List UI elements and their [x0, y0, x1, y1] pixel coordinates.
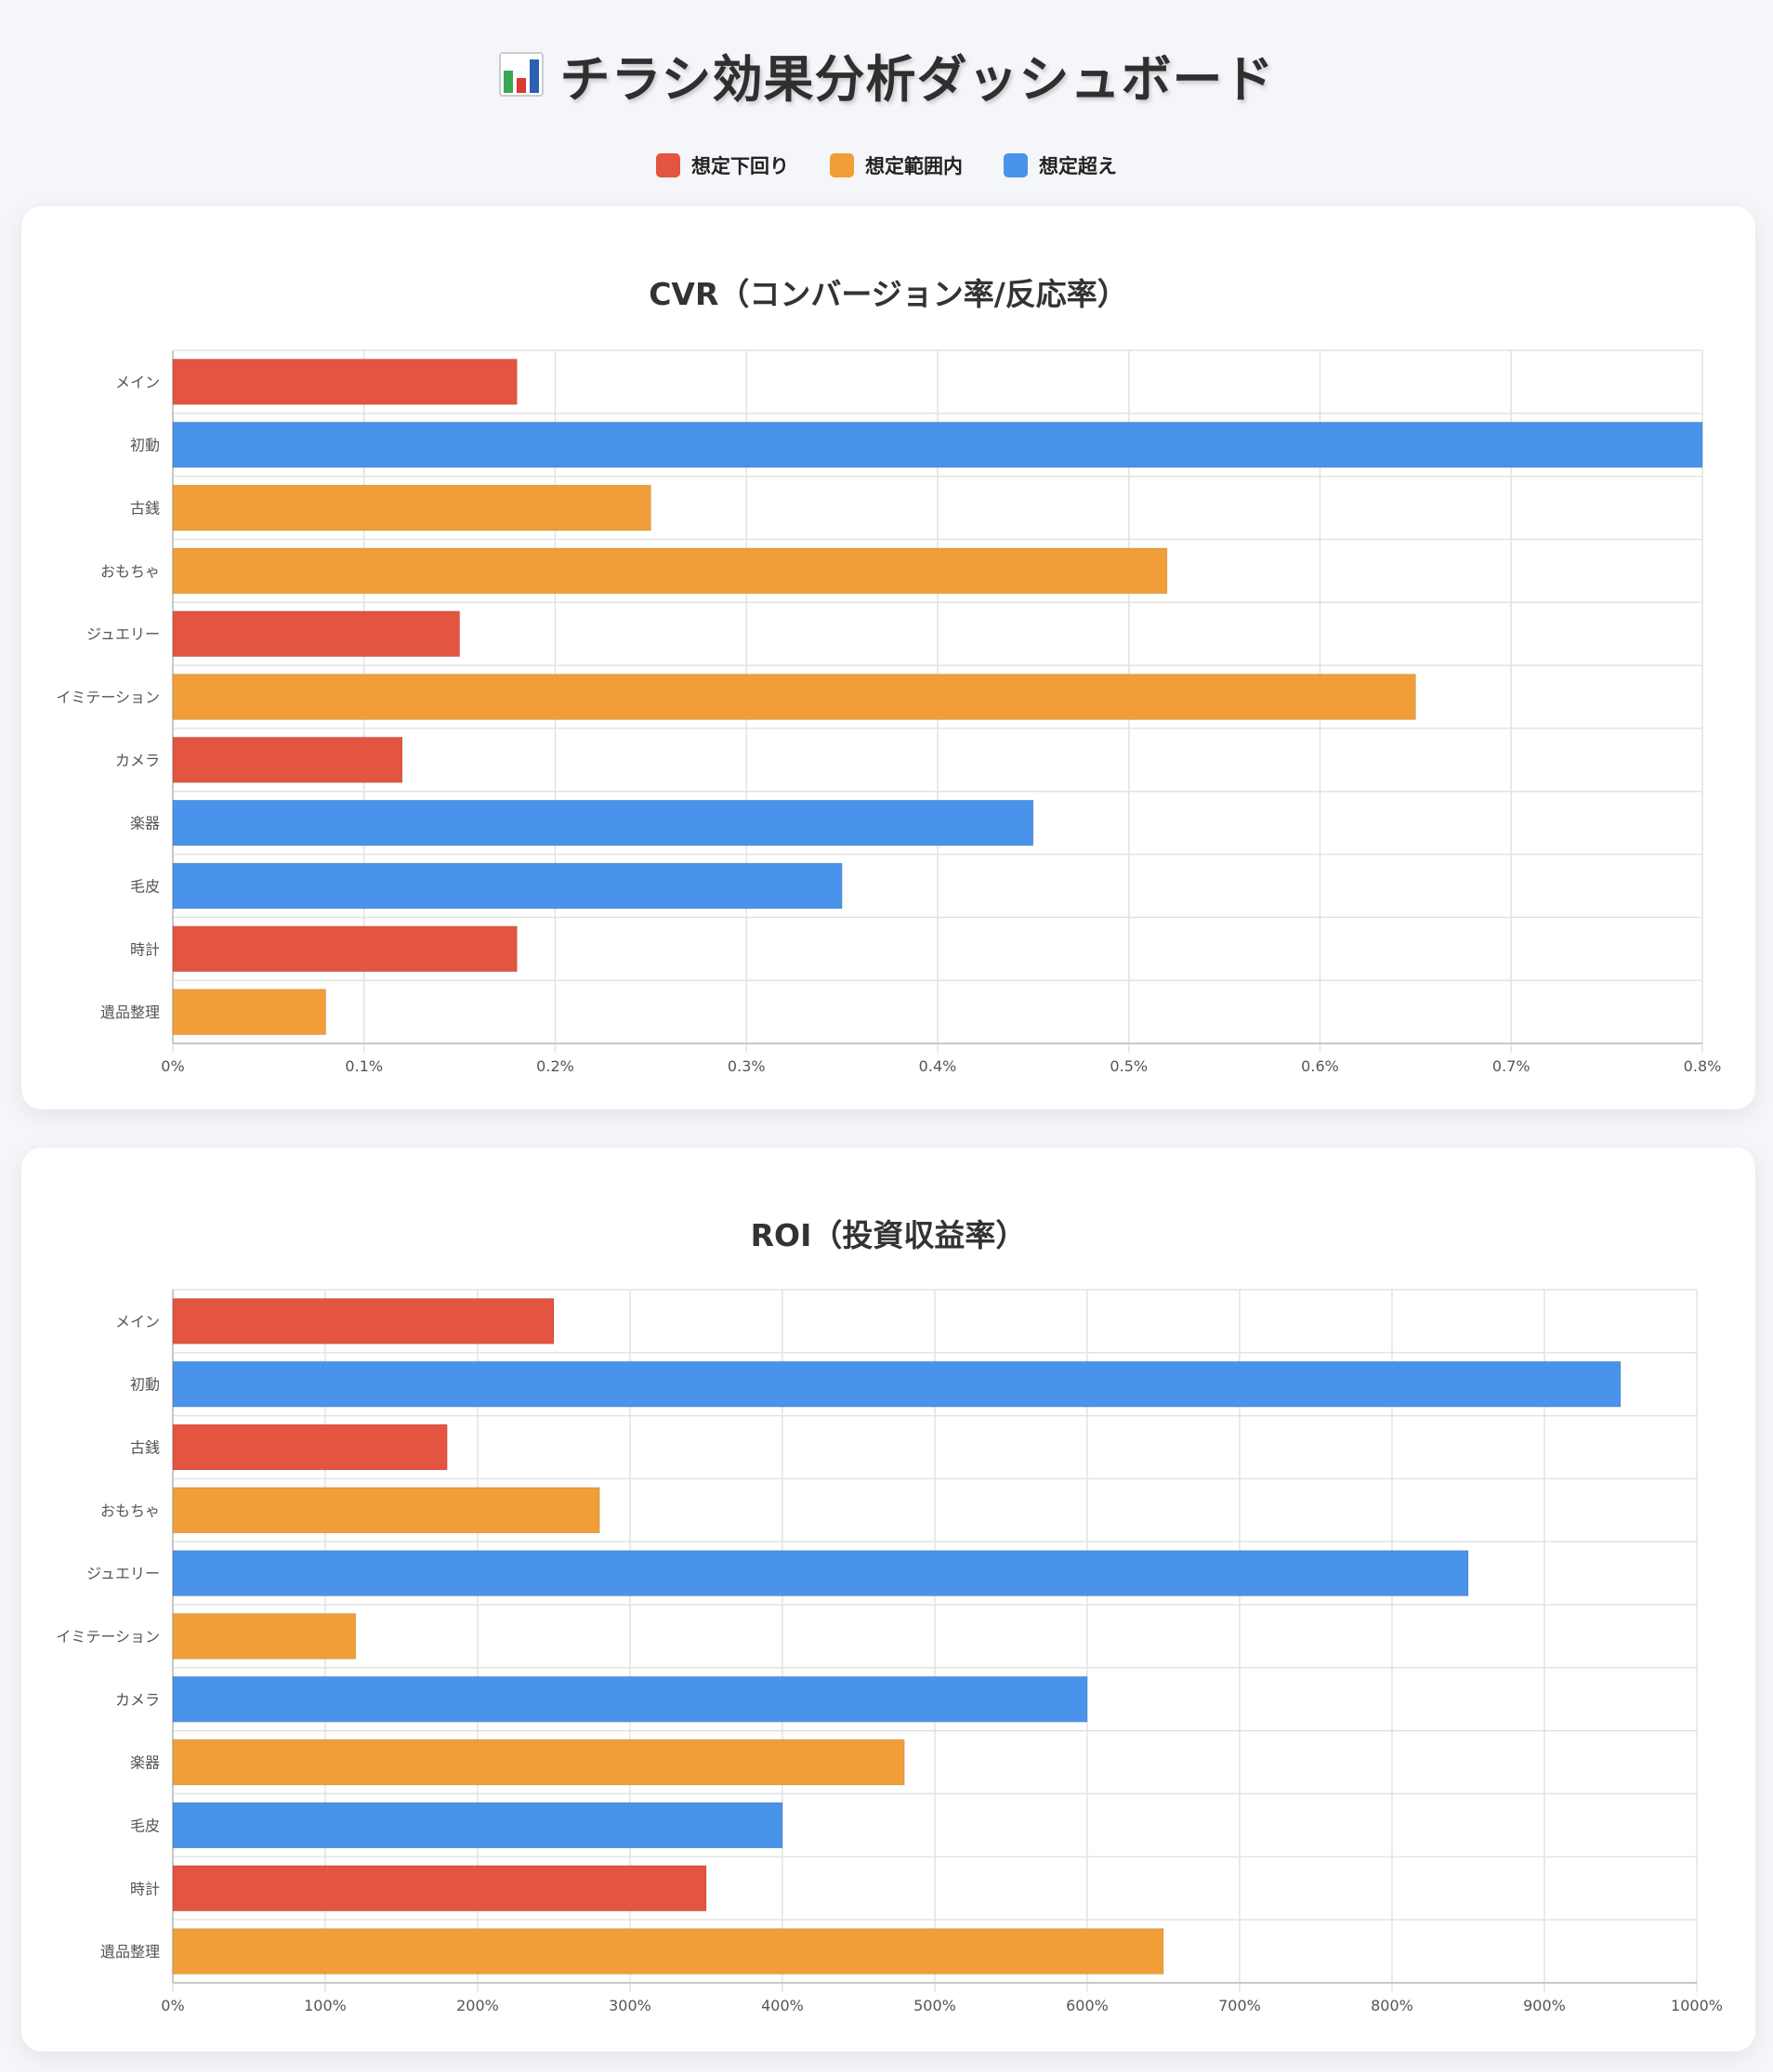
roi-bar[interactable]	[172, 1928, 1164, 1975]
legend-swatch-below	[656, 153, 680, 177]
roi-x-tick-label: 200%	[456, 1997, 499, 2014]
roi-bar[interactable]	[172, 1865, 707, 1912]
roi-x-tick-label: 600%	[1066, 1997, 1109, 2014]
cvr-bar[interactable]	[172, 421, 1703, 468]
cvr-x-tick-label: 0.4%	[919, 1057, 957, 1075]
roi-category-label: カメラ	[115, 1691, 160, 1709]
roi-bar[interactable]	[172, 1297, 555, 1344]
roi-x-tick-label: 400%	[761, 1997, 804, 2014]
cvr-bar[interactable]	[172, 989, 327, 1036]
roi-category-label: 古銭	[130, 1439, 160, 1457]
cvr-bar[interactable]	[172, 736, 403, 783]
cvr-bar[interactable]	[172, 799, 1034, 846]
roi-bar[interactable]	[172, 1423, 448, 1471]
legend-label-above: 想定超え	[1039, 155, 1117, 177]
roi-bar[interactable]	[172, 1613, 357, 1659]
cvr-category-label: 古銭	[130, 500, 160, 518]
roi-bar[interactable]	[172, 1802, 783, 1849]
cvr-bar[interactable]	[172, 925, 518, 973]
cvr-category-label: メイン	[115, 374, 160, 391]
cvr-bar[interactable]	[172, 610, 461, 658]
roi-x-tick-label: 0%	[161, 1997, 184, 2014]
cvr-x-tick-label: 0.3%	[728, 1057, 766, 1075]
roi-category-label: イミテーション	[56, 1628, 160, 1646]
cvr-category-label: 楽器	[130, 815, 160, 833]
cvr-category-label: 遺品整理	[100, 1003, 160, 1021]
cvr-x-tick-label: 0.2%	[536, 1057, 574, 1075]
roi-category-label: メイン	[115, 1313, 160, 1331]
cvr-category-label: カメラ	[115, 752, 160, 769]
cvr-x-tick-label: 0.5%	[1110, 1057, 1148, 1075]
legend-item-above[interactable]: 想定超え	[1004, 151, 1117, 179]
legend-item-within[interactable]: 想定範囲内	[830, 151, 963, 179]
roi-chart-card: ROI（投資収益率） 0% 100% 200% 300% 400% 500% 600% 700…	[21, 1147, 1755, 2052]
roi-category-label: 毛皮	[130, 1816, 160, 1834]
roi-x-tick-label: 300%	[609, 1997, 651, 2014]
roi-category-label: 時計	[130, 1880, 160, 1897]
cvr-bar[interactable]	[172, 862, 843, 910]
legend-swatch-above	[1004, 153, 1028, 177]
cvr-x-tick-label: 0.6%	[1301, 1057, 1339, 1075]
cvr-category-label: 毛皮	[130, 877, 160, 895]
cvr-chart-card: CVR（コンバージョン率/反応率） 0% 0.1% 0.2% 0.3% 0.4% 0.5%…	[21, 206, 1755, 1109]
roi-x-tick-label: 800%	[1371, 1997, 1413, 2014]
bar-chart-icon	[498, 52, 544, 97]
cvr-category-label: 時計	[130, 940, 160, 958]
cvr-x-tick-label: 0.8%	[1684, 1057, 1722, 1075]
cvr-bar[interactable]	[172, 358, 518, 405]
roi-x-tick-label: 500%	[913, 1997, 956, 2014]
roi-x-tick-label: 1000%	[1671, 1997, 1723, 2014]
legend-item-below[interactable]: 想定下回り	[656, 151, 789, 179]
cvr-x-tick-label: 0%	[161, 1057, 184, 1075]
roi-bar[interactable]	[172, 1675, 1088, 1723]
cvr-category-label: イミテーション	[56, 688, 160, 706]
cvr-bar-chart: 0% 0.1% 0.2% 0.3% 0.4% 0.5% 0.6% 0.7% 0.8% メイン初動古…	[56, 349, 1722, 1075]
roi-x-tick-label: 900%	[1523, 1997, 1566, 2014]
roi-x-tick-label: 700%	[1218, 1997, 1261, 2014]
cvr-category-label: おもちゃ	[100, 562, 160, 580]
dashboard-header: チラシ効果分析ダッシュボード	[0, 37, 1773, 111]
roi-bar[interactable]	[172, 1360, 1622, 1408]
roi-x-tick-label: 100%	[304, 1997, 347, 2014]
roi-bar[interactable]	[172, 1550, 1469, 1597]
roi-bar[interactable]	[172, 1487, 600, 1534]
page-title: チラシ効果分析ダッシュボード	[559, 49, 1275, 109]
cvr-chart-title: CVR（コンバージョン率/反応率）	[649, 276, 1128, 312]
roi-category-label: ジュエリー	[86, 1565, 160, 1582]
cvr-x-tick-label: 0.1%	[345, 1057, 383, 1075]
cvr-category-label: ジュエリー	[86, 625, 160, 643]
chart-legend: 想定下回り 想定範囲内 想定超え	[0, 149, 1773, 182]
roi-chart-title: ROI（投資収益率）	[750, 1217, 1027, 1253]
legend-label-within: 想定範囲内	[865, 155, 963, 177]
cvr-bar[interactable]	[172, 674, 1416, 720]
cvr-category-label: 初動	[130, 437, 160, 454]
roi-bar[interactable]	[172, 1738, 905, 1786]
roi-bar-chart: 0% 100% 200% 300% 400% 500% 600% 700% 800% 900% 10…	[56, 1289, 1723, 2014]
roi-category-label: 初動	[130, 1376, 160, 1394]
roi-category-label: おもちゃ	[100, 1502, 160, 1519]
roi-category-label: 楽器	[130, 1754, 160, 1772]
legend-swatch-within	[830, 153, 854, 177]
legend-label-below: 想定下回り	[691, 155, 789, 177]
cvr-bar[interactable]	[172, 484, 651, 531]
roi-category-label: 遺品整理	[100, 1943, 160, 1961]
cvr-x-tick-label: 0.7%	[1492, 1057, 1530, 1075]
cvr-bar[interactable]	[172, 547, 1168, 595]
